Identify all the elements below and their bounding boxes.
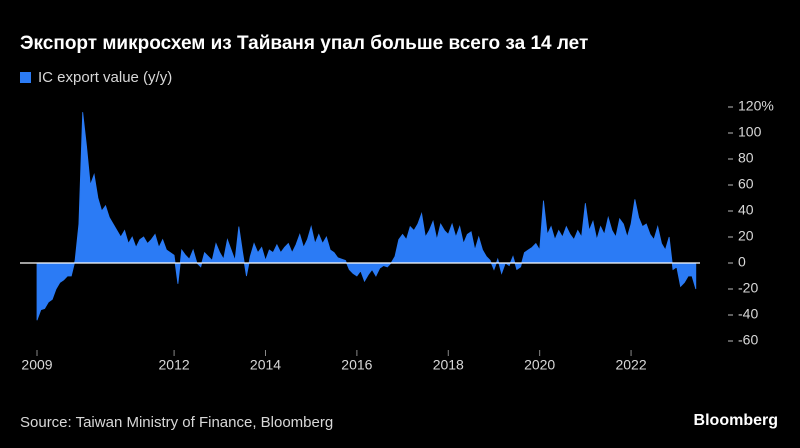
x-tick-label: 2009 [21, 357, 52, 373]
source: Source: Taiwan Ministry of Finance, Bloo… [20, 414, 333, 431]
y-tick-label: 40 [738, 202, 754, 218]
legend-label: IC export value (y/y) [38, 69, 172, 86]
x-tick-label: 2012 [159, 357, 190, 373]
y-tick-label: -40 [738, 306, 758, 322]
y-tick-label: -60 [738, 332, 758, 348]
y-tick-label: 0 [738, 254, 746, 270]
y-tick-label: 80 [738, 150, 754, 166]
y-tick-label: 100 [738, 124, 762, 140]
y-tick-label: 20 [738, 228, 754, 244]
brand: Bloomberg [694, 412, 778, 429]
x-tick-label: 2018 [433, 357, 464, 373]
y-tick-label: -20 [738, 280, 758, 296]
area [36, 112, 697, 321]
chart-title: Экспорт микросхем из Тайваня упал больше… [20, 33, 588, 54]
x-tick-label: 2020 [524, 357, 555, 373]
x-tick-label: 2016 [341, 357, 372, 373]
y-tick-label: 60 [738, 176, 754, 192]
x-tick-label: 2014 [250, 357, 281, 373]
y-tick-label: 120% [738, 98, 774, 114]
legend-swatch [20, 72, 31, 83]
x-tick-label: 2022 [615, 357, 646, 373]
